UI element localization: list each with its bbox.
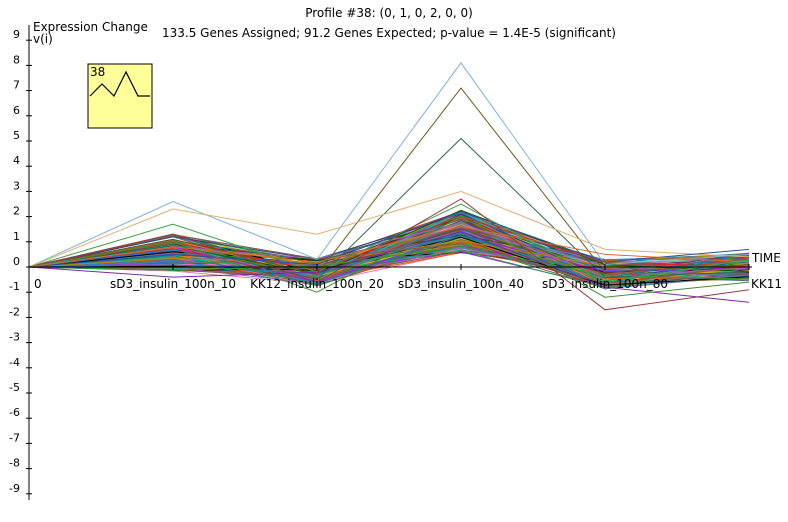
x-tick-label: sD3_insulin_100n_10 bbox=[110, 277, 236, 291]
y-axis-label: Expression Change bbox=[33, 20, 148, 34]
y-tick-label: 5 bbox=[13, 129, 20, 142]
profile-id-label: 38 bbox=[90, 65, 105, 79]
y-tick-label: 0 bbox=[13, 255, 20, 268]
gene-series-line bbox=[28, 87, 750, 276]
y-ticks: 9 8 7 6 5 4 3 2 1 0 -1 -2 -3 -4 -5 -6 -7 -8 -9 bbox=[9, 28, 32, 495]
y-axis-sublabel: v(i) bbox=[33, 32, 53, 46]
y-tick-label: -9 bbox=[9, 482, 20, 495]
y-tick-label: 4 bbox=[13, 154, 20, 167]
gene-series-line bbox=[28, 249, 750, 289]
y-tick-label: -7 bbox=[9, 431, 20, 444]
y-tick-label: 9 bbox=[13, 28, 20, 41]
series-lines bbox=[28, 62, 750, 311]
gene-series-line bbox=[28, 198, 750, 311]
y-tick-label: -6 bbox=[9, 406, 20, 419]
x-axis-label: TIME bbox=[751, 251, 781, 265]
y-tick-label: -5 bbox=[9, 381, 20, 394]
chart-subtitle: 133.5 Genes Assigned; 91.2 Genes Expecte… bbox=[162, 26, 616, 40]
y-tick-label: 6 bbox=[13, 104, 20, 117]
x-ticks: 0 sD3_insulin_100n_10 KK12_insulin_100n_20… bbox=[28, 264, 782, 291]
gene-series-line bbox=[28, 226, 750, 268]
y-tick-label: -2 bbox=[9, 305, 20, 318]
gene-series-line bbox=[28, 137, 750, 281]
gene-series-line bbox=[28, 233, 750, 285]
x-tick-label: sD3_insulin_100n_80 bbox=[542, 277, 668, 291]
gene-series-line bbox=[28, 62, 750, 268]
x-tick-label: sD3_insulin_100n_40 bbox=[398, 277, 524, 291]
y-tick-label: -4 bbox=[9, 356, 20, 369]
gene-series-line bbox=[28, 190, 750, 268]
x-tick-label: 0 bbox=[34, 277, 42, 291]
profile-shape-line bbox=[89, 70, 150, 98]
y-tick-label: 2 bbox=[13, 205, 20, 218]
axes bbox=[28, 25, 752, 500]
gene-series-line bbox=[28, 231, 750, 303]
y-tick-label: 7 bbox=[13, 79, 20, 92]
y-tick-label: -1 bbox=[9, 280, 20, 293]
y-tick-label: -3 bbox=[9, 331, 20, 344]
y-tick-label: -8 bbox=[9, 457, 20, 470]
y-tick-label: 1 bbox=[13, 230, 20, 243]
gene-series-line bbox=[28, 211, 750, 268]
x-tick-label: KK11 bbox=[751, 277, 782, 291]
profile-inset: 38 bbox=[87, 63, 153, 129]
gene-series-line bbox=[28, 216, 750, 271]
gene-series-line bbox=[28, 216, 750, 298]
gene-series-line bbox=[28, 235, 750, 285]
y-tick-label: 8 bbox=[13, 53, 20, 66]
x-tick-label: KK12_insulin_100n_20 bbox=[250, 277, 384, 291]
y-tick-label: 3 bbox=[13, 179, 20, 192]
chart-title: Profile #38: (0, 1, 0, 2, 0, 0) bbox=[305, 6, 473, 20]
